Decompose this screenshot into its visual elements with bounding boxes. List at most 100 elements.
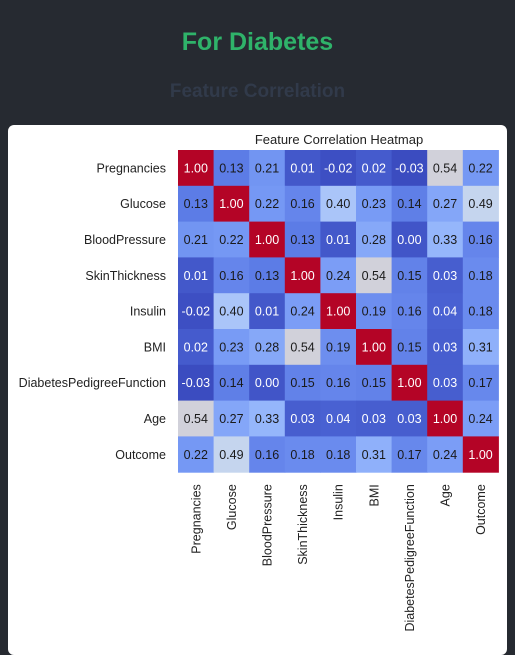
heatmap-cell-value: -0.02	[182, 305, 211, 319]
heatmap-cell-value: 0.13	[290, 233, 314, 247]
column-tick-label: Age	[439, 484, 453, 506]
heatmap-cell-value: 0.28	[255, 340, 279, 354]
heatmap-cell	[213, 293, 250, 330]
heatmap-cell-value: 1.00	[184, 161, 208, 175]
heatmap-cell-value: 0.03	[397, 412, 421, 426]
heatmap-cell	[284, 221, 321, 258]
heatmap-cell-value: 0.15	[290, 376, 314, 390]
heatmap-cell-value: 1.00	[468, 448, 492, 462]
heatmap-cell-value: 0.01	[184, 269, 208, 283]
heatmap-cell	[284, 150, 321, 187]
heatmap-cell	[213, 150, 250, 187]
column-tick-label: Glucose	[225, 484, 239, 530]
row-tick-label: Outcome	[115, 448, 166, 462]
heatmap-cell-value: 0.03	[290, 412, 314, 426]
heatmap-cell	[462, 150, 499, 187]
heatmap-cell	[391, 257, 428, 294]
heatmap-cell	[284, 185, 321, 223]
heatmap-cell-value: 0.18	[290, 448, 314, 462]
heatmap-cell	[391, 329, 428, 366]
heatmap-cell	[391, 364, 428, 402]
heatmap-cell-value: 0.28	[362, 233, 386, 247]
heatmap-cell-value: 0.54	[362, 269, 386, 283]
heatmap-cell-value: 0.54	[290, 340, 314, 354]
row-tick-label: SkinThickness	[85, 269, 166, 283]
heatmap-cell-value: 0.04	[433, 305, 457, 319]
heatmap-cell-value: 0.03	[433, 340, 457, 354]
heatmap-cell	[320, 185, 357, 223]
heatmap-cell	[249, 150, 286, 187]
heatmap-cell-value: 1.00	[397, 376, 421, 390]
heatmap-cell	[178, 185, 215, 223]
heatmap-cell-value: 0.16	[397, 305, 421, 319]
heatmap-cell-value: 0.18	[468, 305, 492, 319]
heatmap-cell-value: 0.22	[184, 448, 208, 462]
heatmap-cell-value: 0.16	[326, 376, 350, 390]
heatmap-cell	[356, 400, 393, 437]
heatmap-cell	[178, 221, 215, 258]
heatmap-cell	[213, 364, 250, 402]
heatmap-cell-value: 0.01	[290, 161, 314, 175]
heatmap-cell	[320, 293, 357, 330]
row-tick-label: BMI	[144, 340, 166, 354]
heatmap-cell-value: 0.00	[255, 376, 279, 390]
heatmap-cell-value: 0.24	[290, 305, 314, 319]
heatmap-cell-value: 0.17	[397, 448, 421, 462]
heatmap-cell	[462, 364, 499, 402]
heatmap-cell-value: 0.49	[219, 448, 243, 462]
heatmap-cell-value: 0.31	[468, 340, 492, 354]
column-tick-label: Insulin	[332, 484, 346, 520]
heatmap-cell-value: 0.16	[255, 448, 279, 462]
heatmap-cell	[249, 329, 286, 366]
heatmap-cell-value: 0.54	[184, 412, 208, 426]
column-tick-label: Outcome	[474, 484, 488, 535]
heatmap-cell-value: 0.40	[326, 197, 350, 211]
heatmap-cell	[462, 293, 499, 330]
heatmap-cell	[391, 221, 428, 258]
heatmap-card: Feature Correlation Heatmap 1.00 0.13 0.21…	[8, 125, 507, 655]
heatmap-cell-value: 0.13	[255, 269, 279, 283]
heatmap-cell-value: 0.21	[184, 233, 208, 247]
heatmap-cell-value: 0.01	[326, 233, 350, 247]
heatmap-cell	[391, 293, 428, 330]
heatmap-cell	[320, 436, 357, 473]
heatmap-cell-value: 0.33	[433, 233, 457, 247]
column-tick-label: SkinThickness	[296, 484, 310, 565]
heatmap-cell	[462, 400, 499, 437]
heatmap-cell-value: 1.00	[362, 340, 386, 354]
heatmap-cell	[178, 150, 215, 187]
heatmap-cell	[249, 293, 286, 330]
column-tick-label: Pregnancies	[189, 484, 203, 554]
heatmap-cell-value: 0.16	[219, 269, 243, 283]
heatmap-cell	[213, 436, 250, 473]
heatmap-cell-value: 0.02	[362, 161, 386, 175]
heatmap-cell	[213, 400, 250, 437]
row-tick-label: Glucose	[120, 197, 166, 211]
heatmap-cell-value: 0.16	[468, 233, 492, 247]
heatmap-cell	[320, 257, 357, 294]
heatmap-cell-value: 0.01	[255, 305, 279, 319]
heatmap-cell	[356, 293, 393, 330]
heatmap-cell-value: 0.13	[219, 161, 243, 175]
heatmap-cell-value: 0.54	[433, 161, 457, 175]
heatmap-cell	[356, 257, 393, 294]
heatmap-cell-value: 0.33	[255, 412, 279, 426]
heatmap-cell	[178, 400, 215, 437]
heatmap-cell-value: 0.13	[184, 197, 208, 211]
heatmap-cell	[213, 257, 250, 294]
heatmap-cell	[427, 364, 464, 402]
row-tick-label: Insulin	[130, 305, 166, 319]
heatmap-cell	[213, 329, 250, 366]
heatmap-cell-value: 0.19	[326, 340, 350, 354]
heatmap-cell	[178, 293, 215, 330]
heatmap-cell	[462, 257, 499, 294]
heatmap-cell-value: 0.18	[326, 448, 350, 462]
row-tick-label: Pregnancies	[97, 161, 167, 175]
heatmap-cell	[356, 185, 393, 223]
heatmap-cell-value: 0.21	[255, 161, 279, 175]
heatmap-cell-value: 0.00	[397, 233, 421, 247]
heatmap-cell-value: 0.19	[362, 305, 386, 319]
heatmap-cell	[320, 150, 357, 187]
heatmap-cell-value: 0.24	[468, 412, 492, 426]
heatmap-cell	[356, 436, 393, 473]
